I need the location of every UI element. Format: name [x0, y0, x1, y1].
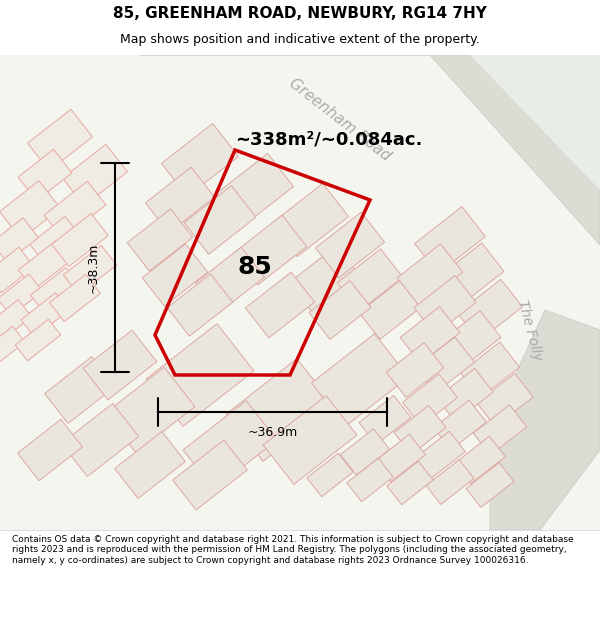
Polygon shape	[64, 246, 116, 294]
Polygon shape	[18, 149, 72, 201]
Polygon shape	[145, 167, 215, 233]
Polygon shape	[21, 292, 69, 338]
Text: 85, GREENHAM ROAD, NEWBURY, RG14 7HY: 85, GREENHAM ROAD, NEWBURY, RG14 7HY	[113, 6, 487, 21]
Polygon shape	[490, 310, 600, 530]
Polygon shape	[439, 311, 501, 369]
Polygon shape	[44, 356, 115, 424]
Polygon shape	[394, 406, 446, 454]
Polygon shape	[397, 244, 463, 306]
Polygon shape	[142, 244, 208, 306]
Polygon shape	[436, 243, 504, 307]
Polygon shape	[307, 453, 353, 497]
Polygon shape	[31, 268, 80, 312]
Polygon shape	[316, 212, 385, 278]
Text: Contains OS data © Crown copyright and database right 2021. This information is : Contains OS data © Crown copyright and d…	[12, 535, 574, 564]
Polygon shape	[289, 246, 361, 314]
Polygon shape	[415, 206, 485, 274]
Polygon shape	[61, 404, 139, 476]
Polygon shape	[311, 334, 409, 426]
Polygon shape	[386, 342, 444, 398]
Text: Greenham Road: Greenham Road	[286, 76, 394, 164]
Polygon shape	[217, 154, 293, 226]
Polygon shape	[0, 218, 38, 262]
Polygon shape	[146, 324, 254, 426]
Text: ~36.9m: ~36.9m	[247, 426, 298, 439]
Polygon shape	[0, 181, 61, 239]
Text: ~338m²/~0.084ac.: ~338m²/~0.084ac.	[235, 131, 422, 149]
Polygon shape	[17, 419, 82, 481]
Polygon shape	[167, 274, 233, 336]
Polygon shape	[115, 431, 185, 499]
Polygon shape	[226, 359, 334, 461]
Polygon shape	[403, 374, 457, 426]
Polygon shape	[183, 401, 277, 489]
Polygon shape	[466, 462, 514, 508]
Text: The Folly: The Folly	[515, 298, 545, 362]
Polygon shape	[0, 248, 34, 292]
Polygon shape	[455, 436, 505, 484]
Polygon shape	[245, 272, 314, 338]
Polygon shape	[173, 440, 247, 510]
Polygon shape	[28, 109, 92, 171]
Polygon shape	[458, 279, 523, 341]
Polygon shape	[387, 461, 433, 505]
Polygon shape	[83, 330, 157, 400]
Polygon shape	[437, 368, 493, 422]
Polygon shape	[62, 144, 127, 206]
Polygon shape	[233, 215, 307, 285]
Polygon shape	[460, 342, 520, 398]
Text: ~38.3m: ~38.3m	[86, 242, 100, 292]
Polygon shape	[19, 241, 71, 289]
Polygon shape	[309, 281, 371, 339]
Polygon shape	[347, 458, 393, 502]
Polygon shape	[434, 400, 487, 450]
Polygon shape	[470, 55, 600, 190]
Polygon shape	[359, 396, 411, 444]
Polygon shape	[340, 429, 389, 475]
Polygon shape	[49, 274, 101, 322]
Polygon shape	[15, 319, 61, 361]
Polygon shape	[271, 184, 349, 256]
Polygon shape	[426, 459, 474, 504]
Polygon shape	[400, 307, 460, 363]
Text: 85: 85	[238, 255, 272, 279]
Polygon shape	[263, 396, 357, 484]
Polygon shape	[196, 247, 265, 313]
Polygon shape	[415, 431, 466, 479]
Polygon shape	[337, 249, 403, 311]
Polygon shape	[161, 124, 239, 196]
Polygon shape	[0, 326, 25, 364]
Polygon shape	[29, 216, 80, 264]
Polygon shape	[0, 274, 43, 316]
Polygon shape	[414, 276, 476, 334]
Polygon shape	[127, 209, 193, 271]
Polygon shape	[374, 434, 425, 482]
Polygon shape	[44, 181, 106, 239]
Polygon shape	[415, 337, 475, 393]
Polygon shape	[105, 368, 195, 452]
Polygon shape	[52, 214, 109, 266]
Polygon shape	[473, 405, 527, 455]
Text: Map shows position and indicative extent of the property.: Map shows position and indicative extent…	[120, 33, 480, 46]
Polygon shape	[359, 281, 421, 339]
Polygon shape	[140, 55, 600, 245]
Polygon shape	[0, 299, 32, 341]
Polygon shape	[184, 186, 256, 254]
Polygon shape	[477, 373, 533, 427]
